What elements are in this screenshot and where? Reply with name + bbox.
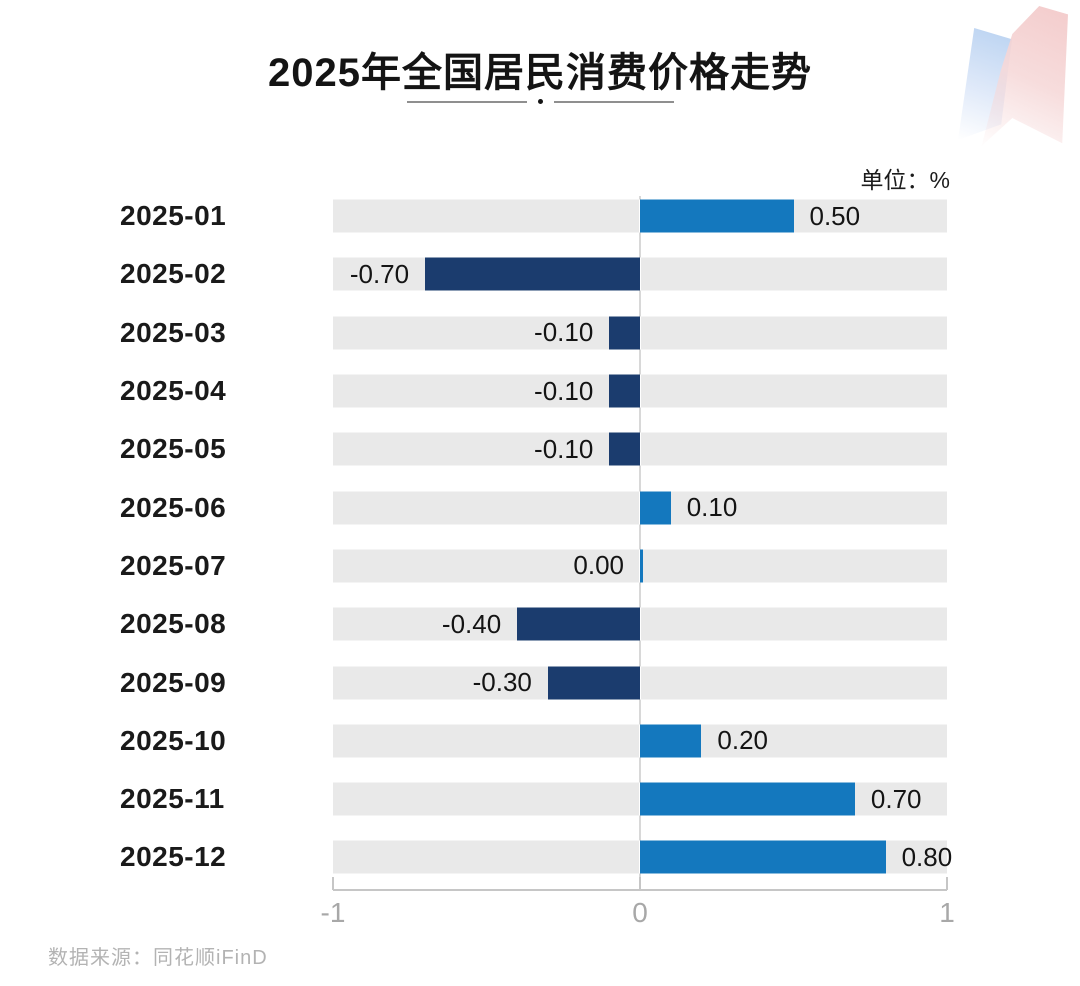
category-label: 2025-09 (120, 666, 227, 698)
value-label: -0.10 (534, 433, 594, 464)
chart-row: 2025-12 0.80 (0, 828, 1080, 886)
bar-track: 0.70 (333, 782, 947, 816)
divider-line-right (553, 100, 674, 103)
bar (640, 782, 855, 816)
chart-row: 2025-06 0.10 (0, 478, 1080, 536)
value-label: 0.20 (717, 725, 768, 756)
bar-track: -0.10 (333, 432, 947, 466)
bar-track: -0.10 (333, 316, 947, 350)
title-divider (0, 99, 1080, 104)
chart-row: 2025-09 -0.30 (0, 653, 1080, 711)
chart-row: 2025-03 -0.10 (0, 304, 1080, 362)
x-axis-tick-label: 0 (632, 897, 648, 928)
bar (517, 607, 640, 641)
unit-label: 单位：% (860, 167, 950, 193)
value-label: 0.10 (686, 492, 738, 523)
x-axis-tick (332, 877, 334, 890)
category-label: 2025-05 (120, 433, 227, 465)
brand-logo (956, 2, 1070, 154)
page-title: 2025年全国居民消费价格走势 (268, 51, 812, 95)
x-axis-tick (639, 877, 641, 890)
zero-gridline (639, 196, 641, 890)
value-label: -0.70 (349, 258, 410, 289)
value-label: 0.70 (870, 783, 922, 814)
category-label: 2025-06 (120, 491, 227, 523)
category-label: 2025-03 (120, 316, 227, 348)
category-label: 2025-10 (120, 724, 227, 756)
chart-row: 2025-10 0.20 (0, 712, 1080, 770)
value-label: 0.80 (901, 841, 953, 872)
divider-dot (537, 99, 543, 104)
x-axis-line (333, 889, 947, 891)
category-label: 2025-12 (120, 841, 227, 873)
bar-track: -0.10 (333, 374, 947, 408)
bar-track: 0.80 (333, 840, 952, 874)
category-label: 2025-07 (120, 549, 227, 581)
chart-row: 2025-11 0.70 (0, 770, 1080, 828)
bar-track: 0.50 (333, 199, 947, 233)
x-axis-tick-label: -1 (320, 897, 346, 928)
bar (640, 549, 643, 583)
bar-track: 0.10 (333, 491, 947, 525)
category-label: 2025-02 (120, 258, 227, 290)
bar (640, 840, 886, 874)
chart-row: 2025-05 -0.10 (0, 420, 1080, 478)
bar-track: 0.20 (333, 724, 947, 758)
chart-row: 2025-07 0.00 (0, 537, 1080, 595)
bar (609, 432, 640, 466)
bar (640, 491, 671, 525)
category-label: 2025-08 (120, 608, 227, 640)
bar (609, 316, 640, 350)
value-label: -0.10 (534, 317, 594, 348)
category-label: 2025-04 (120, 375, 227, 407)
value-label: -0.40 (441, 608, 502, 639)
value-label: -0.30 (472, 667, 532, 698)
value-label: 0.50 (809, 200, 861, 231)
chart-rows: 2025-01 0.50 2025-02 -0.70 2025-03 -0.10 2025-… (0, 187, 1080, 887)
chart-row: 2025-04 -0.10 (0, 362, 1080, 420)
bar (640, 724, 702, 758)
x-axis-tick-label: 1 (939, 897, 955, 928)
category-label: 2025-11 (120, 783, 225, 815)
chart-row: 2025-08 -0.40 (0, 595, 1080, 653)
bar (640, 199, 794, 233)
chart-row: 2025-01 0.50 (0, 187, 1080, 245)
value-label: -0.10 (534, 375, 594, 406)
bar (609, 374, 640, 408)
bar-track: 0.00 (333, 549, 947, 583)
bar (547, 666, 640, 700)
data-source: 数据来源：同花顺iFinD (48, 947, 268, 969)
divider-line-left (406, 100, 527, 103)
value-label: 0.00 (573, 550, 624, 581)
bar-track: -0.40 (333, 607, 947, 641)
bar-track: -0.30 (333, 666, 947, 700)
bar (425, 257, 640, 291)
x-axis: -1 0 1 (321, 877, 955, 937)
category-label: 2025-01 (120, 200, 227, 232)
chart-row: 2025-02 -0.70 (0, 245, 1080, 303)
bar-track: -0.70 (333, 257, 947, 291)
x-axis-tick (946, 877, 948, 890)
